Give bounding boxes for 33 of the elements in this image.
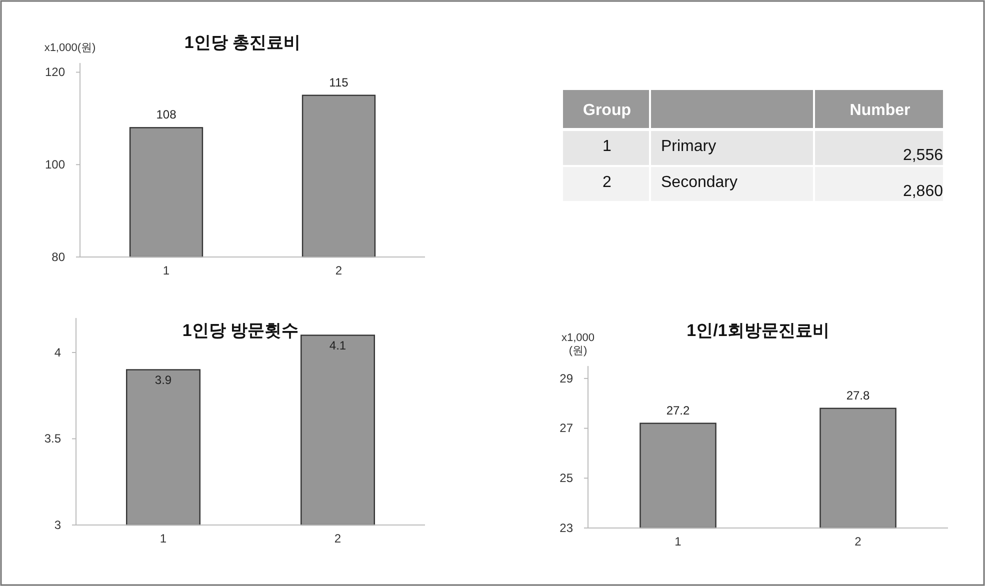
y-tick-label: 25: [560, 470, 574, 485]
y-tick-label: 100: [44, 157, 66, 172]
data-label: 108: [156, 108, 177, 122]
text: 2,860: [902, 183, 944, 200]
x-tick-label: 2: [854, 534, 862, 548]
y-tick-label: 29: [560, 371, 574, 386]
text: Group: [583, 102, 632, 119]
chart-title: 1인당 방문횟수: [182, 321, 299, 340]
y-axis-title: x1,000 (원): [561, 332, 595, 357]
y-tick-label: 3.5: [44, 432, 62, 446]
text: 1: [602, 138, 612, 155]
text: Number: [850, 102, 910, 119]
chart-title: 1인당 총진료비: [184, 33, 301, 52]
text: Primary: [661, 138, 716, 155]
x-tick-label: 1: [674, 534, 682, 548]
y-tick-label: 120: [44, 65, 66, 80]
text: 2: [602, 174, 612, 191]
x-tick-label: 1: [160, 531, 167, 546]
data-label: 27.2: [666, 403, 690, 418]
chart-title: 1인/1회방문진료비: [686, 321, 830, 340]
y-tick-label: 80: [52, 250, 66, 264]
y-tick-label: 27: [560, 421, 574, 436]
y-tick-label: 4: [54, 345, 62, 360]
y-tick-label: 23: [560, 520, 574, 535]
data-label: 115: [329, 75, 349, 90]
y-tick-label: 3: [54, 518, 62, 532]
data-label: 4.1: [329, 338, 346, 352]
text: Secondary: [661, 174, 738, 191]
data-label: 3.9: [154, 372, 172, 387]
data-label: 27.8: [846, 388, 870, 402]
y-axis-title: x1,000(원): [44, 42, 96, 54]
x-tick-label: 2: [334, 531, 342, 546]
text: 2,556: [902, 147, 944, 164]
